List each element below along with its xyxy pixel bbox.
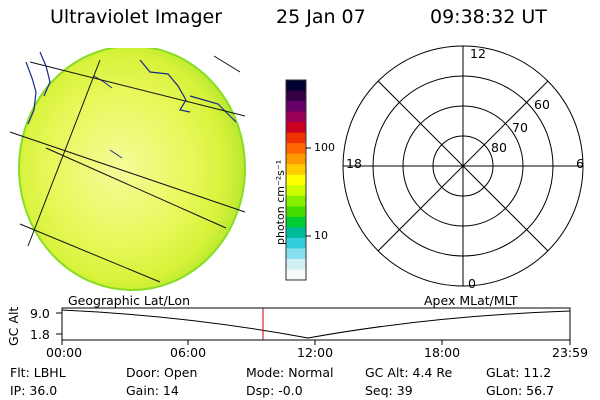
colorbar-segment [286, 132, 306, 144]
colorbar-segment [286, 122, 306, 134]
lat-label-60: 60 [534, 97, 550, 112]
colorbar-frame [285, 79, 307, 281]
timeline-left-label: Geographic Lat/Lon [68, 293, 190, 308]
filter-info: Flt: LBHL [10, 365, 66, 380]
lat-label-80: 80 [491, 140, 507, 155]
timeline-y-tick-top: 9.0 [30, 306, 50, 321]
colorbar-unit-label: photon cm⁻²s⁻¹ [274, 159, 287, 245]
lat-label-70: 70 [512, 120, 528, 135]
colorbar-segment [286, 164, 306, 176]
grid-line [29, 61, 246, 117]
colorbar-segment [286, 101, 306, 113]
glat-info: GLat: 11.2 [486, 365, 552, 380]
earth-disc [18, 48, 246, 291]
colorbar [286, 80, 306, 281]
mode-info: Mode: Normal [246, 365, 334, 380]
mlt-label-6: 6 [576, 156, 584, 171]
date-label: 25 Jan 07 [276, 6, 366, 28]
colorbar-segment [286, 195, 306, 207]
colorbar-segment [286, 227, 306, 239]
gc-alt-info: GC Alt: 4.4 Re [365, 365, 453, 380]
timeline-y-axis-label: GC Alt [6, 306, 21, 346]
altitude-curve [61, 309, 571, 339]
polar-plot [342, 45, 584, 287]
colorbar-segment [286, 80, 306, 92]
gain-info: Gain: 14 [126, 383, 179, 398]
glon-info: GLon: 56.7 [486, 383, 555, 398]
colorbar-segment [286, 90, 306, 102]
coastline-north [139, 59, 191, 113]
colorbar-segment [286, 206, 306, 218]
colorbar-segment [286, 153, 306, 165]
mlt-label-18: 18 [346, 156, 362, 171]
timeline-x-tick: 00:00 [46, 345, 83, 360]
time-label: 09:38:32 UT [430, 6, 547, 28]
dsp-info: Dsp: -0.0 [246, 383, 303, 398]
timeline-x-tick: 06:00 [170, 345, 207, 360]
colorbar-segment [286, 269, 306, 281]
timeline-plot [56, 307, 571, 345]
seq-info: Seq: 39 [365, 383, 413, 398]
timeline-x-tick: 18:00 [424, 345, 461, 360]
timeline-x-tick: 12:00 [297, 345, 334, 360]
colorbar-segment [286, 174, 306, 186]
colorbar-segment [286, 258, 306, 270]
coastline-west [25, 61, 37, 125]
colorbar-segment [286, 248, 306, 260]
timeline-y-tick-bottom: 1.8 [30, 327, 50, 342]
uv-earth-image [9, 48, 246, 291]
colorbar-segment [286, 143, 306, 155]
timeline-x-tick: 23:59 [552, 345, 589, 360]
colorbar-segment [286, 216, 306, 228]
instrument-title: Ultraviolet Imager [50, 6, 223, 28]
colorbar-tick-10: 10 [314, 229, 328, 242]
colorbar-segment [286, 111, 306, 123]
timeline-right-label: Apex MLat/MLT [424, 293, 518, 308]
colorbar-segment [286, 237, 306, 249]
ip-info: IP: 36.0 [10, 383, 58, 398]
mlt-label-0: 0 [468, 276, 476, 291]
mlt-label-12: 12 [470, 46, 486, 61]
door-info: Door: Open [126, 365, 198, 380]
colorbar-tick-100: 100 [314, 141, 335, 154]
colorbar-segment [286, 185, 306, 197]
